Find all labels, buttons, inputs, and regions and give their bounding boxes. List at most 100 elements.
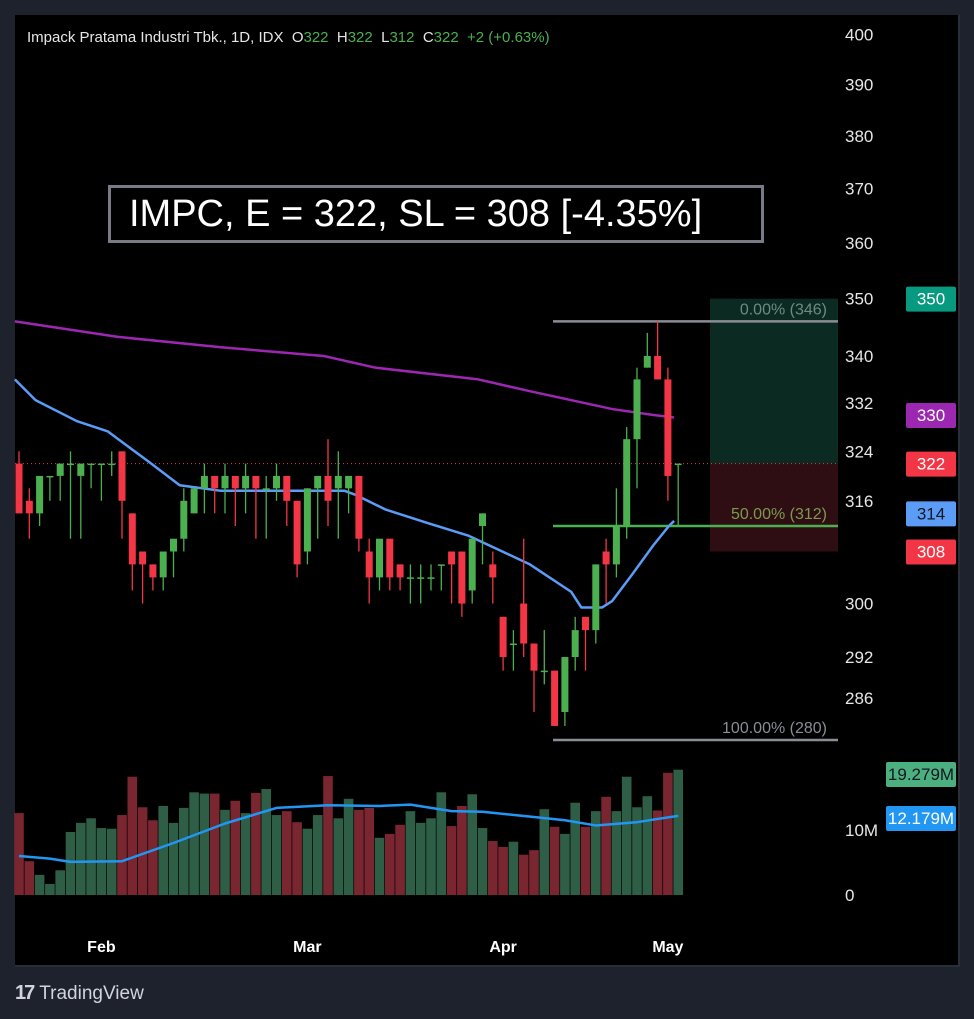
price-axis-badge-text: 330 (917, 406, 945, 425)
price-tick-label: 370 (845, 180, 873, 199)
candle-body (571, 630, 579, 658)
volume-bar (549, 826, 560, 895)
volume-bar (632, 807, 642, 895)
volume-bar (148, 820, 158, 895)
volume-bar (374, 837, 385, 895)
candle-body (612, 525, 620, 565)
candle-body (273, 475, 280, 489)
candle-body (221, 475, 229, 489)
volume-bar (158, 805, 168, 895)
high-label: H (336, 29, 348, 46)
price-tick-label: 300 (845, 595, 873, 614)
volume-bar (621, 776, 632, 895)
candle-body (376, 538, 383, 578)
candle-body (664, 379, 672, 476)
candle-body (468, 538, 476, 591)
price-tick-label: 350 (845, 290, 873, 309)
price-tick-label: 380 (845, 127, 873, 146)
candle-body (540, 670, 548, 673)
volume-bar (560, 833, 570, 895)
volume-tick-label: 0 (845, 886, 854, 905)
candle-body (448, 551, 456, 565)
volume-bar (642, 796, 653, 895)
volume-bar (601, 796, 611, 895)
volume-bar (14, 813, 24, 895)
volume-bar (292, 822, 302, 895)
candle-body (654, 356, 662, 380)
candle-body (561, 657, 569, 712)
price-tick-label: 360 (845, 234, 873, 253)
volume-axis-badge (886, 762, 956, 787)
low-label: L (381, 29, 390, 46)
candle-body (128, 513, 136, 565)
volume-bar (312, 815, 323, 895)
open-label: O (291, 29, 304, 46)
candle-body (592, 564, 600, 631)
candle-body (262, 488, 270, 490)
candle-body (180, 500, 188, 539)
candle-body (159, 551, 167, 578)
volume-bar (415, 822, 426, 895)
trade-annotation-box[interactable]: IMPC, E = 322, SL = 308 [-4.35%] (108, 185, 764, 243)
volume-bar (86, 818, 96, 895)
candle-body (623, 439, 631, 526)
candle-body (437, 564, 445, 566)
candle-body (427, 577, 435, 579)
fib-level-label: 50.00% (312) (731, 506, 827, 523)
candle-body (479, 513, 486, 526)
candle-body (200, 475, 208, 489)
close-value: 322 (433, 29, 459, 46)
candle-body (67, 463, 74, 466)
volume-bar (652, 810, 663, 895)
candle-body (36, 475, 44, 514)
volume-bar (580, 826, 591, 895)
volume-bar (591, 811, 601, 895)
volume-bar (663, 772, 673, 895)
symbol-title: Impack Pratama Industri Tbk., 1D, IDX (27, 29, 284, 46)
candle-body (396, 564, 404, 578)
candle-body (293, 500, 301, 565)
candle-body (242, 475, 250, 489)
volume-bar (261, 789, 271, 895)
price-tick-label: 286 (845, 689, 873, 708)
volume-bar (230, 800, 241, 895)
candle-body (633, 379, 641, 440)
candle-body (314, 475, 322, 489)
ma-fast-line (13, 378, 675, 609)
time-axis-label: May (652, 939, 683, 956)
time-axis-label: Apr (489, 939, 517, 956)
candle-body (139, 551, 147, 565)
time-axis-label: Mar (293, 939, 321, 956)
volume-bar (488, 841, 498, 895)
price-axis-badge (906, 403, 956, 429)
close-label: C (422, 29, 434, 46)
ma-slow-line (14, 320, 675, 419)
volume-bar (168, 822, 179, 895)
price-axis-badge-text: 308 (917, 543, 945, 562)
volume-bar (508, 841, 519, 895)
volume-bar (426, 818, 436, 895)
candle-body (509, 643, 517, 646)
volume-bar (55, 870, 65, 895)
price-axis-badge (906, 539, 956, 565)
volume-bar (240, 813, 251, 895)
volume-bar (127, 776, 138, 895)
candle-body (231, 475, 239, 489)
volume-bar (137, 807, 148, 895)
price-axis-badge-text: 322 (917, 455, 945, 474)
candle-body (417, 577, 425, 579)
change-value: +2 (+0.63%) (467, 29, 550, 46)
volume-bar (65, 831, 76, 895)
high-value: 322 (347, 29, 373, 46)
candle-body (674, 463, 682, 466)
loss-zone (710, 463, 838, 552)
price-axis-badge-text: 314 (917, 504, 945, 523)
tradingview-logo[interactable]: 17 TradingView (15, 982, 144, 1005)
volume-bar (673, 769, 683, 895)
price-tick-label: 332 (845, 394, 873, 413)
volume-bar (498, 846, 508, 895)
volume-bar (405, 811, 416, 895)
volume-bar (76, 822, 86, 895)
volume-axis-badge-text: 12.179M (888, 809, 954, 828)
